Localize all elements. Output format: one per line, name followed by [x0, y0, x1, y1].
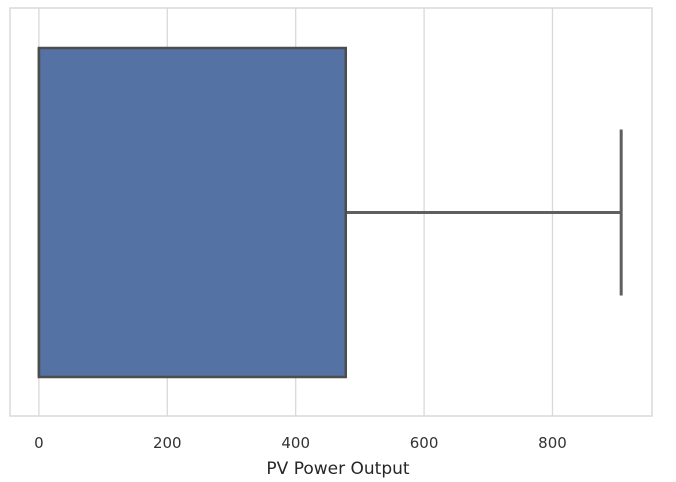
x-tick-label-200: 200: [153, 434, 182, 452]
x-tick-label-800: 800: [538, 434, 567, 452]
x-axis-ticks: 0 200 400 600 800: [34, 434, 567, 452]
plot-frame: [9, 7, 653, 417]
x-tick-label-400: 400: [281, 434, 310, 452]
iqr-box: [37, 46, 348, 379]
x-tick-label-0: 0: [34, 434, 44, 452]
x-axis-title: PV Power Output: [266, 459, 409, 479]
box-marks: [37, 46, 623, 379]
x-tick-label-600: 600: [410, 434, 439, 452]
